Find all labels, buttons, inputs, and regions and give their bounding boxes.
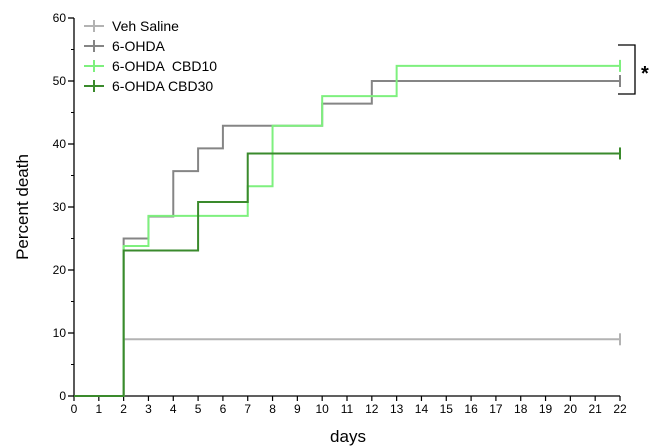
series-layer — [74, 59, 621, 397]
x-tick-label: 14 — [415, 402, 429, 416]
x-tick-label: 6 — [220, 402, 227, 416]
legend-label-2: 6-OHDA CBD10 — [112, 58, 217, 74]
x-tick-label: 17 — [489, 402, 503, 416]
x-tick-label: 13 — [390, 402, 404, 416]
x-tick-label: 8 — [269, 402, 276, 416]
legend-label-0: Veh Saline — [112, 18, 179, 34]
x-tick-label: 10 — [316, 402, 330, 416]
y-tick-label: 0 — [59, 389, 66, 403]
x-tick-label: 0 — [71, 402, 78, 416]
x-tick-label: 7 — [244, 402, 251, 416]
x-tick-label: 11 — [341, 402, 354, 416]
x-tick-label: 3 — [145, 402, 152, 416]
x-tick-label: 1 — [95, 402, 102, 416]
x-tick-label: 20 — [564, 402, 578, 416]
legend-label-3: 6-OHDA CBD30 — [112, 78, 213, 94]
x-tick-label: 22 — [613, 402, 627, 416]
legend: Veh Saline 6-OHDA 6-OHDA CBD10 6-OHDA CBD30 — [84, 18, 217, 94]
y-axis-title: Percent death — [13, 154, 32, 260]
y-tick-label: 50 — [53, 74, 67, 88]
significance-asterisk: * — [641, 63, 649, 85]
x-tick-label: 9 — [294, 402, 301, 416]
x-tick-label: 16 — [464, 402, 478, 416]
y-tick-label: 30 — [53, 200, 67, 214]
y-tick-label: 40 — [53, 137, 67, 151]
x-tick-label: 18 — [514, 402, 528, 416]
significance-bracket — [618, 44, 636, 95]
x-tick-label: 2 — [120, 402, 127, 416]
series-line-1 — [74, 80, 620, 397]
legend-label-1: 6-OHDA — [112, 38, 166, 54]
x-axis-title: days — [330, 427, 366, 446]
x-tick-label: 21 — [589, 402, 603, 416]
series-line-2 — [74, 64, 620, 397]
y-tick-label: 60 — [53, 11, 67, 25]
y-tick-label: 10 — [53, 326, 67, 340]
x-tick-label: 4 — [170, 402, 177, 416]
x-tick-label: 15 — [440, 402, 454, 416]
series-line-0 — [74, 338, 620, 397]
y-tick-label: 20 — [53, 263, 67, 277]
series-line-3 — [74, 152, 620, 397]
x-tick-label: 5 — [195, 402, 202, 416]
x-tick-label: 19 — [539, 402, 553, 416]
x-tick-label: 12 — [365, 402, 379, 416]
